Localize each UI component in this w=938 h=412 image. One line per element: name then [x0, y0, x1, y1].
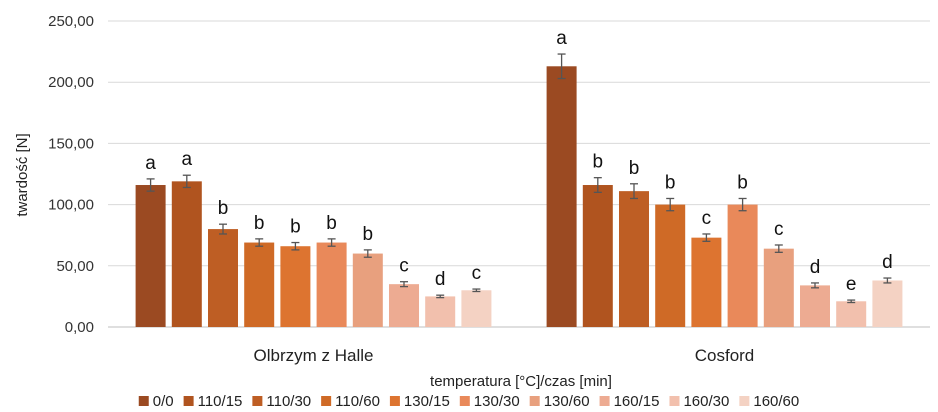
significance-label: b: [254, 213, 265, 234]
y-tick-label: 200,00: [48, 74, 94, 91]
legend-swatch: [138, 396, 149, 406]
significance-label: c: [399, 256, 409, 277]
y-axis-ticks: 0,00 50,00 100,00 150,00 200,00 250,00: [48, 13, 94, 336]
significance-label: b: [737, 172, 748, 193]
significance-label: e: [846, 274, 857, 295]
significance-label: b: [290, 217, 301, 238]
significance-label: c: [702, 208, 712, 229]
y-tick-label: 150,00: [48, 135, 94, 152]
legend-swatch: [183, 396, 194, 406]
legend-item: 130/60: [529, 393, 590, 410]
legend-swatch: [529, 396, 540, 406]
legend-swatch: [389, 396, 400, 406]
bar: [316, 242, 347, 327]
bar: [352, 253, 383, 327]
legend-label: 110/30: [266, 393, 311, 410]
bar: [425, 296, 456, 327]
significance-label: d: [435, 269, 446, 290]
significance-label: a: [556, 28, 567, 49]
significance-label: c: [774, 219, 784, 240]
significance-label: b: [593, 152, 604, 173]
legend-item: 0/0: [138, 393, 174, 410]
significance-label: a: [182, 149, 193, 170]
bar: [619, 191, 649, 327]
category-label: Cosford: [695, 346, 755, 365]
legend-swatch: [321, 396, 332, 406]
category-label: Olbrzym z Halle: [254, 346, 374, 365]
legend-swatch: [599, 396, 610, 406]
legend-item: 130/15: [389, 393, 450, 410]
legend-swatch: [669, 396, 680, 406]
y-tick-label: 50,00: [56, 258, 94, 275]
bars: [135, 66, 903, 328]
significance-label: a: [145, 153, 156, 174]
legend-swatch: [739, 396, 750, 406]
legend-label: 130/60: [544, 393, 590, 410]
y-tick-label: 250,00: [48, 13, 94, 30]
significance-labels: a a b b b b b c d c a b b b c b c d e d: [145, 28, 892, 295]
error-bars: [146, 53, 892, 304]
significance-label: d: [882, 252, 893, 273]
legend-item: 160/30: [669, 393, 729, 410]
significance-label: c: [472, 263, 482, 284]
category-labels: Olbrzym z Halle Cosford: [254, 346, 755, 365]
legend-label: 110/60: [335, 393, 380, 410]
legend-item: 130/30: [459, 393, 520, 410]
y-axis-title: twardość [N]: [14, 133, 31, 216]
y-tick-label: 0,00: [65, 319, 94, 336]
bar: [836, 301, 867, 327]
legend-label: 160/60: [753, 393, 799, 410]
bar: [582, 185, 613, 327]
legend-item: 110/60: [321, 393, 380, 410]
bar: [208, 229, 238, 327]
bar: [244, 242, 275, 327]
bar: [389, 284, 419, 327]
bar: [546, 66, 577, 328]
bar: [872, 280, 903, 327]
bar: [691, 237, 722, 327]
significance-label: b: [629, 158, 640, 179]
bar: [135, 185, 166, 327]
significance-label: d: [810, 257, 821, 278]
bar: [800, 285, 830, 327]
legend-item: 110/15: [183, 393, 243, 410]
bar: [727, 204, 758, 327]
legend: 0/0 110/15 110/30 110/60 130/15 130/30 130/60 1…: [138, 393, 799, 410]
significance-label: b: [326, 213, 337, 234]
legend-label: 130/15: [404, 393, 450, 410]
significance-label: b: [665, 172, 676, 193]
bar: [461, 290, 492, 327]
y-tick-label: 100,00: [48, 197, 94, 214]
significance-label: b: [218, 198, 229, 219]
legend-label: 110/15: [198, 393, 243, 410]
bar: [763, 248, 794, 327]
legend-item: 160/60: [739, 393, 799, 410]
legend-label: 160/15: [614, 393, 660, 410]
bar: [655, 204, 686, 327]
legend-label: 160/30: [683, 393, 729, 410]
bar: [280, 246, 311, 327]
legend-swatch: [459, 396, 470, 406]
legend-swatch: [252, 396, 263, 406]
significance-label: b: [363, 224, 374, 245]
x-axis-title: temperatura [°C]/czas [min]: [430, 373, 612, 390]
legend-item: 160/15: [599, 393, 660, 410]
legend-label: 130/30: [474, 393, 520, 410]
bar: [171, 181, 202, 327]
legend-item: 110/30: [252, 393, 311, 410]
legend-label: 0/0: [153, 393, 174, 410]
